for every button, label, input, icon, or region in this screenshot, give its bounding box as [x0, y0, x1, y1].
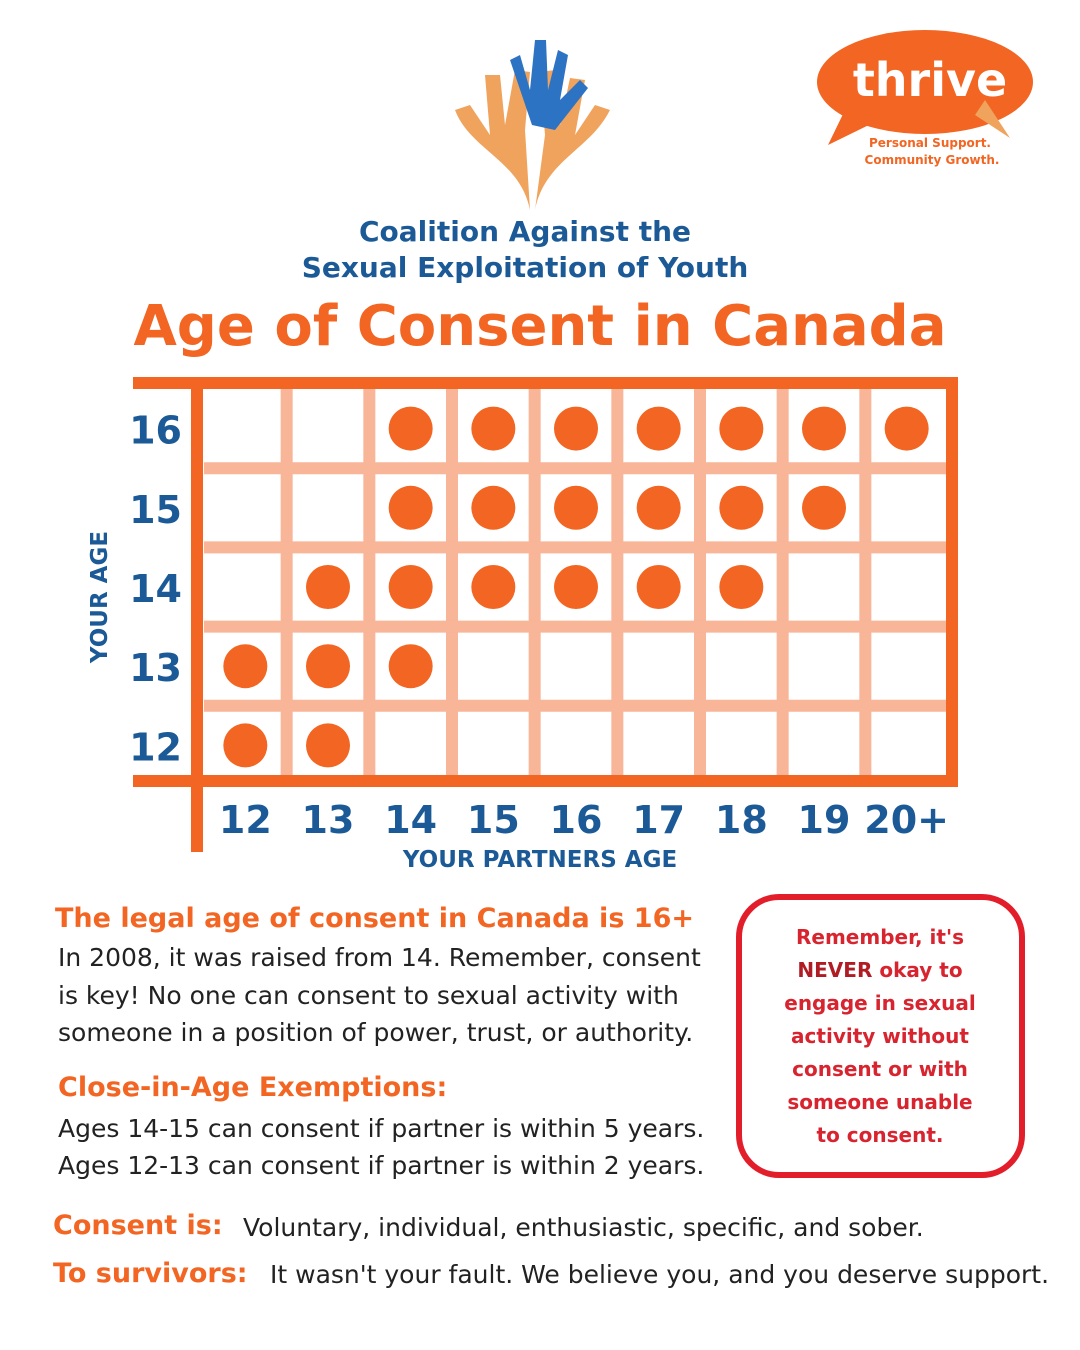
alert-text: activity without — [791, 1024, 969, 1048]
consent-dot — [802, 406, 846, 451]
thrive-logo: thrive Personal Support. Community Growt… — [817, 30, 1033, 167]
alert-text: Remember, it's — [796, 925, 964, 949]
consent-dot — [719, 485, 764, 530]
consent-grid: 16 15 14 13 12 12 13 14 15 16 17 18 19 20+ — [129, 377, 958, 852]
alert-box — [736, 894, 1025, 1178]
legal-text: In 2008, it was raised from 14. Remember… — [58, 943, 701, 972]
alert-text: NEVER okay to — [797, 958, 962, 982]
consent-dot — [388, 565, 433, 609]
column-label: 19 — [798, 798, 851, 842]
logo-tagline: Community Growth. — [865, 153, 1000, 167]
consent-dot — [554, 406, 598, 451]
row-label: 15 — [129, 488, 182, 532]
coalition-line: Coalition Against the — [359, 215, 691, 248]
logo-name: thrive — [853, 53, 1007, 107]
consent-label: Consent is: — [53, 1210, 223, 1241]
consent-dot — [636, 406, 681, 451]
consent-dot — [884, 406, 929, 451]
column-label: 12 — [219, 798, 272, 842]
consent-dot — [223, 723, 268, 768]
column-label: 16 — [550, 798, 603, 842]
legal-heading: The legal age of consent in Canada is 16… — [55, 903, 694, 934]
consent-dot — [306, 723, 350, 768]
consent-dot — [388, 406, 433, 451]
consent-dot — [388, 644, 433, 689]
row-label: 14 — [129, 567, 182, 611]
consent-dot — [471, 406, 516, 451]
exemptions-heading: Close-in-Age Exemptions: — [58, 1072, 447, 1103]
consent-dot — [802, 485, 846, 530]
survivors-text: It wasn't your fault. We believe you, an… — [270, 1260, 1049, 1289]
exemptions-text: Ages 12-13 can consent if partner is wit… — [58, 1151, 704, 1180]
survivors-label: To survivors: — [53, 1258, 248, 1289]
consent-dot — [471, 565, 516, 609]
consent-dot — [554, 485, 598, 530]
exemptions-text: Ages 14-15 can consent if partner is wit… — [58, 1114, 704, 1143]
consent-dot — [306, 644, 350, 689]
legal-text: someone in a position of power, trust, o… — [58, 1018, 693, 1047]
row-label: 16 — [129, 409, 182, 453]
consent-dot — [719, 565, 764, 609]
alert-text: someone unable — [787, 1090, 972, 1114]
logo-tagline: Personal Support. — [869, 136, 991, 150]
row-label: 13 — [129, 646, 182, 690]
alert-text: consent or with — [792, 1057, 968, 1081]
column-label: 14 — [384, 798, 437, 842]
column-label: 17 — [632, 798, 685, 842]
legal-text: is key! No one can consent to sexual act… — [58, 981, 679, 1010]
row-label: 12 — [129, 725, 182, 769]
column-label: 15 — [467, 798, 520, 842]
hands-logo — [455, 40, 610, 210]
alert-text: to consent. — [817, 1123, 944, 1147]
consent-dot — [223, 644, 268, 689]
x-axis-title: YOUR PARTNERS AGE — [402, 847, 677, 873]
alert-emphasis: NEVER — [797, 958, 872, 982]
consent-dot — [388, 485, 433, 530]
column-label: 13 — [302, 798, 355, 842]
consent-dot — [719, 406, 764, 451]
consent-dot — [554, 565, 598, 609]
column-label: 18 — [715, 798, 768, 842]
consent-text: Voluntary, individual, enthusiastic, spe… — [243, 1213, 924, 1242]
column-label: 20+ — [864, 798, 949, 842]
coalition-line: Sexual Exploitation of Youth — [302, 251, 749, 284]
consent-dot — [636, 485, 681, 530]
consent-dot — [471, 485, 516, 530]
consent-dot — [306, 565, 350, 609]
title: Age of Consent in Canada — [133, 294, 946, 359]
y-axis-title: YOUR AGE — [87, 531, 113, 664]
alert-text: engage in sexual — [784, 991, 975, 1015]
consent-dot — [636, 565, 681, 609]
alert-text: okay to — [879, 958, 962, 982]
